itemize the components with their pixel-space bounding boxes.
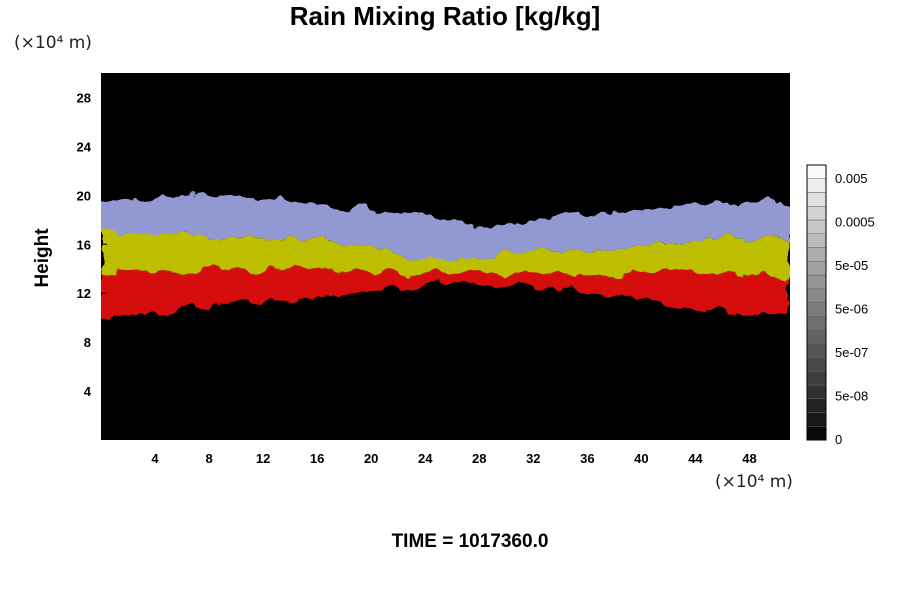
colorbar-label: 0 xyxy=(835,432,842,447)
colorbar-cell xyxy=(806,329,827,344)
chart-title: Rain Mixing Ratio [kg/kg] xyxy=(289,1,601,31)
colorbar-label: 5e-06 xyxy=(835,302,868,317)
x-tick-label: 32 xyxy=(526,451,540,466)
x-tick-label: 36 xyxy=(580,451,594,466)
colorbar-cell xyxy=(806,426,827,441)
y-tick-label: 20 xyxy=(77,188,91,203)
colorbar-cell xyxy=(806,206,827,221)
x-tick-label: 12 xyxy=(256,451,270,466)
colorbar-label: 0.005 xyxy=(835,171,868,186)
x-tick-label: 16 xyxy=(310,451,324,466)
colorbar-label: 5e-05 xyxy=(835,258,868,273)
colorbar-cell xyxy=(806,371,827,386)
colorbar-cell xyxy=(806,233,827,248)
y-tick-label: 12 xyxy=(77,286,91,301)
colorbar-cell xyxy=(806,247,827,262)
colorbar-cell xyxy=(806,274,827,289)
cloud-layer-2 xyxy=(101,195,790,257)
colorbar-cell xyxy=(806,343,827,358)
x-tick-label: 40 xyxy=(634,451,648,466)
colorbar-cell xyxy=(806,302,827,317)
x-unit-label: (×10⁴ m) xyxy=(715,472,793,492)
colorbar-cell xyxy=(806,384,827,399)
colorbar-label: 0.0005 xyxy=(835,215,875,230)
y-tick-label: 28 xyxy=(77,90,91,105)
y-tick-label: 16 xyxy=(77,237,91,252)
cloud-layer-1 xyxy=(101,232,790,275)
time-label: TIME = 1017360.0 xyxy=(391,531,549,552)
colorbar-cell xyxy=(806,192,827,207)
colorbar-cell xyxy=(806,178,827,193)
colorbar-cell xyxy=(806,316,827,331)
y-unit-label: (×10⁴ m) xyxy=(14,33,92,53)
colorbar-cell xyxy=(806,164,827,179)
x-tick-label: 44 xyxy=(688,451,703,466)
y-tick-label: 4 xyxy=(84,384,92,399)
x-tick-label: 8 xyxy=(205,451,212,466)
cloud-layer-0 xyxy=(101,268,790,318)
y-tick-label: 8 xyxy=(84,335,91,350)
colorbar-cell xyxy=(806,357,827,372)
x-tick-label: 20 xyxy=(364,451,378,466)
colorbar-cell xyxy=(806,398,827,413)
colorbar-cell xyxy=(806,288,827,303)
colorbar-label: 5e-07 xyxy=(835,345,868,360)
colorbar-cell xyxy=(806,412,827,427)
x-tick-label: 48 xyxy=(742,451,756,466)
colorbar-cell xyxy=(806,261,827,276)
colorbar-frame xyxy=(806,164,827,441)
x-tick-label: 4 xyxy=(151,451,159,466)
x-tick-label: 24 xyxy=(418,451,433,466)
colorbar-label: 5e-08 xyxy=(835,389,868,404)
colorbar-cell xyxy=(806,219,827,234)
x-tick-label: 28 xyxy=(472,451,486,466)
y-tick-label: 24 xyxy=(77,139,92,154)
